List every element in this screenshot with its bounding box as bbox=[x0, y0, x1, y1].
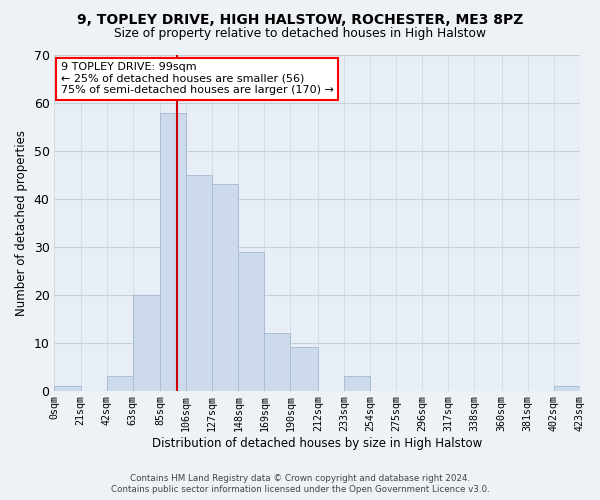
Bar bbox=[160, 112, 186, 390]
Bar bbox=[55, 386, 80, 390]
Bar bbox=[107, 376, 133, 390]
Y-axis label: Number of detached properties: Number of detached properties bbox=[15, 130, 28, 316]
Bar bbox=[290, 348, 318, 391]
Bar bbox=[265, 333, 290, 390]
Bar bbox=[554, 386, 580, 390]
Bar bbox=[212, 184, 238, 390]
Bar bbox=[344, 376, 370, 390]
Text: Contains HM Land Registry data © Crown copyright and database right 2024.
Contai: Contains HM Land Registry data © Crown c… bbox=[110, 474, 490, 494]
Text: 9, TOPLEY DRIVE, HIGH HALSTOW, ROCHESTER, ME3 8PZ: 9, TOPLEY DRIVE, HIGH HALSTOW, ROCHESTER… bbox=[77, 12, 523, 26]
Bar bbox=[186, 175, 212, 390]
Bar bbox=[133, 294, 160, 390]
X-axis label: Distribution of detached houses by size in High Halstow: Distribution of detached houses by size … bbox=[152, 437, 482, 450]
Text: 9 TOPLEY DRIVE: 99sqm
← 25% of detached houses are smaller (56)
75% of semi-deta: 9 TOPLEY DRIVE: 99sqm ← 25% of detached … bbox=[61, 62, 334, 96]
Bar bbox=[238, 252, 265, 390]
Text: Size of property relative to detached houses in High Halstow: Size of property relative to detached ho… bbox=[114, 28, 486, 40]
